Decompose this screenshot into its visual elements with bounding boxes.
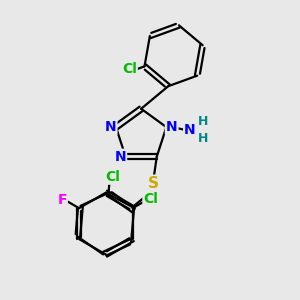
Text: N: N xyxy=(184,123,196,137)
Text: H: H xyxy=(198,115,208,128)
Text: S: S xyxy=(148,176,159,191)
Text: H: H xyxy=(198,132,208,145)
Text: Cl: Cl xyxy=(122,62,137,76)
Text: Cl: Cl xyxy=(143,192,158,206)
Text: F: F xyxy=(57,193,67,207)
Text: N: N xyxy=(105,120,116,134)
Text: Cl: Cl xyxy=(105,170,120,184)
Text: N: N xyxy=(115,150,126,164)
Text: N: N xyxy=(166,120,178,134)
